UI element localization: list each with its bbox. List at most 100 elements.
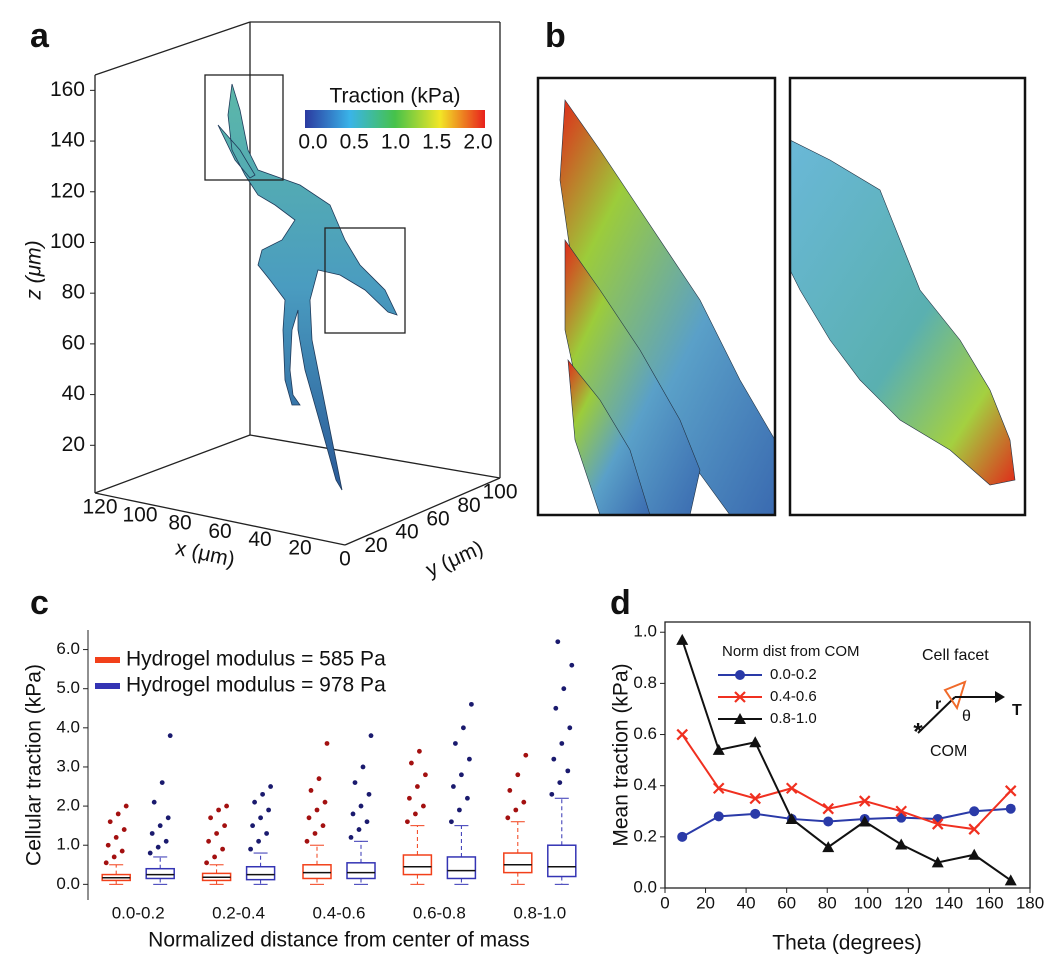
marker	[822, 802, 835, 815]
outlier	[157, 823, 163, 829]
annotation: θ	[962, 708, 971, 725]
outlier	[557, 780, 563, 786]
outlier	[115, 811, 121, 817]
box	[346, 862, 376, 880]
marker	[1004, 785, 1017, 797]
outlier	[167, 733, 173, 739]
z-tick-label: 80	[62, 281, 85, 304]
marker	[1005, 803, 1016, 814]
outlier	[105, 842, 111, 848]
outlier	[549, 791, 555, 797]
x-tick-label: 0.8-1.0	[513, 903, 566, 922]
x-tick-label: 140	[935, 893, 963, 912]
panel-letter: b	[545, 17, 566, 55]
outlier	[358, 803, 364, 809]
outlier	[220, 846, 226, 852]
outlier	[159, 780, 165, 786]
outlier	[415, 784, 420, 789]
legend-label: 0.8-1.0	[770, 710, 817, 727]
outlier	[113, 834, 119, 840]
annotation: T	[1012, 702, 1022, 719]
marker	[822, 841, 835, 853]
facet-diagram: *	[913, 680, 1005, 745]
outlier	[350, 811, 356, 817]
y-tick-label: 20	[364, 534, 387, 557]
outlier	[364, 819, 370, 825]
outlier	[459, 772, 464, 778]
y-tick-label: 6.0	[56, 639, 80, 658]
outlier	[248, 846, 254, 852]
outlier	[103, 860, 109, 866]
marker	[968, 823, 981, 835]
outlier	[457, 807, 462, 813]
y-tick-label: 1.0	[633, 622, 657, 641]
outlier	[314, 807, 320, 813]
x-tick-label: 100	[122, 504, 157, 527]
x-tick-label: 120	[82, 495, 117, 518]
y-tick-label: 100	[482, 481, 517, 504]
outlier	[561, 686, 567, 692]
x-tick-label: 20	[696, 893, 715, 912]
x-tick-label: 100	[854, 893, 882, 912]
marker	[969, 806, 980, 817]
x-tick-label: 80	[168, 512, 191, 535]
outlier	[264, 831, 269, 836]
x-tick-label: 20	[288, 536, 311, 559]
outlier	[449, 819, 454, 825]
y-tick-label: 2.0	[56, 796, 80, 815]
legend-label: 0.4-0.6	[770, 688, 817, 705]
outlier	[461, 725, 466, 731]
marker	[713, 811, 724, 822]
annotation: COM	[930, 743, 967, 760]
outlier	[208, 815, 214, 821]
legend-marker	[735, 670, 745, 680]
outlier	[266, 807, 271, 813]
marker	[749, 736, 762, 748]
outlier	[553, 705, 559, 711]
colorbar-tick-label: 2.0	[463, 131, 492, 154]
outlier	[451, 784, 456, 789]
outlier	[250, 823, 256, 829]
inset-box	[324, 227, 406, 334]
x-tick-label: 120	[894, 893, 922, 912]
y-tick-label: 0.0	[633, 877, 657, 896]
marker	[858, 795, 871, 807]
outlier	[407, 795, 412, 801]
z-tick-label: 120	[50, 179, 85, 202]
outlier	[551, 756, 557, 762]
panel-letter: a	[30, 17, 50, 55]
outlier	[559, 741, 565, 746]
outlier	[409, 760, 414, 766]
outlier	[165, 815, 171, 821]
outlier	[151, 799, 157, 805]
z-tick-label: 40	[62, 382, 85, 405]
outlier	[216, 807, 222, 813]
box	[503, 852, 533, 874]
outlier	[421, 803, 426, 809]
y-tick-label: 0.2	[633, 826, 657, 845]
y-tick-label: 0.8	[633, 673, 657, 692]
outlier	[368, 733, 374, 739]
legend-label: 0.0-0.2	[770, 666, 817, 683]
z-tick-label: 60	[62, 331, 85, 354]
z-tick-label: 160	[50, 78, 85, 101]
x-tick-label: 0.4-0.6	[313, 903, 366, 922]
x-tick-label: 40	[737, 893, 756, 912]
outlier	[214, 831, 220, 836]
colorbar-title: Traction (kPa)	[329, 85, 460, 108]
outlier	[467, 756, 472, 762]
outlier	[555, 639, 561, 645]
outlier	[324, 741, 330, 746]
marker	[1004, 874, 1017, 886]
marker	[968, 848, 981, 860]
outlier	[565, 768, 571, 774]
outlier	[356, 827, 362, 832]
marker	[676, 633, 689, 645]
panel-letter: d	[610, 584, 631, 622]
outlier	[423, 772, 428, 778]
outlier	[107, 819, 113, 825]
outlier	[304, 838, 310, 844]
marker	[785, 782, 798, 795]
